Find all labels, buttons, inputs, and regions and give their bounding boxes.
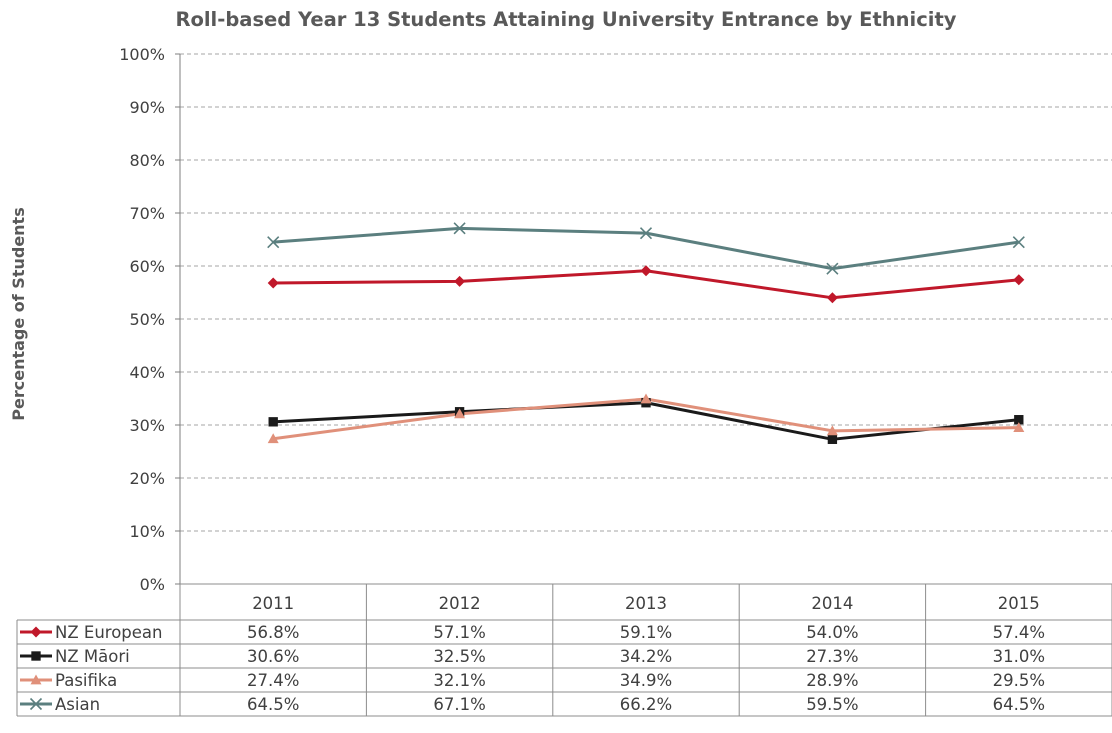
series-line [273, 401, 1019, 441]
legend-marker [31, 651, 41, 661]
data-point [639, 227, 653, 240]
y-tick-label: 70% [129, 204, 165, 223]
data-point [453, 222, 466, 235]
chart-title: Roll-based Year 13 Students Attaining Un… [175, 8, 956, 31]
data-point [1012, 236, 1025, 249]
data-cell: 27.3% [806, 647, 858, 666]
legend-marker [30, 626, 42, 638]
data-point [640, 393, 652, 404]
legend-label: NZ European [55, 623, 162, 642]
data-cell: 28.9% [806, 671, 858, 690]
plot-area [267, 222, 1025, 444]
data-cell: 31.0% [993, 647, 1045, 666]
data-cell: 29.5% [993, 671, 1045, 690]
y-axis-ticks: 0% 10% 20% 30% 40% 50% 60% 70% 80% 90% 100% [119, 45, 180, 594]
x-tick-label: 2014 [811, 594, 853, 613]
data-cell: 30.6% [247, 647, 299, 666]
data-cell: 56.8% [247, 623, 299, 642]
data-point [1014, 415, 1024, 425]
series-line [273, 226, 1020, 271]
x-tick-label: 2012 [439, 594, 481, 613]
data-point [454, 275, 466, 287]
y-tick-label: 80% [129, 151, 165, 170]
y-tick-label: 100% [119, 45, 165, 64]
data-cell: 27.4% [247, 671, 299, 690]
data-table: 2011 2012 2013 2014 2015 NZ European 56.8% 57.1… [16, 583, 1112, 717]
legend-label: Pasifika [55, 671, 117, 690]
x-tick-label: 2013 [625, 594, 667, 613]
data-point [826, 425, 838, 436]
legend-marker [29, 697, 43, 711]
data-point [826, 262, 839, 275]
y-tick-label: 30% [129, 416, 165, 435]
legend-marker [30, 674, 42, 685]
data-cell: 34.9% [620, 671, 672, 690]
y-tick-label: 20% [129, 469, 165, 488]
data-cell: 64.5% [993, 695, 1045, 714]
data-point [454, 408, 466, 419]
data-point [1013, 422, 1025, 433]
data-point [640, 265, 652, 277]
data-point [1013, 274, 1025, 286]
gridlines [180, 53, 1112, 532]
data-cell: 54.0% [806, 623, 858, 642]
y-tick-label: 90% [129, 98, 165, 117]
data-cell: 32.5% [433, 647, 485, 666]
y-tick-label: 0% [140, 575, 165, 594]
data-cell: 66.2% [620, 695, 672, 714]
y-tick-label: 10% [129, 522, 165, 541]
data-point [267, 236, 280, 249]
y-axis-label: Percentage of Students [9, 207, 28, 420]
data-point [267, 433, 279, 444]
data-cell: 67.1% [433, 695, 485, 714]
legend-label: NZ Māori [55, 647, 130, 666]
data-cell: 59.1% [620, 623, 672, 642]
x-tick-label: 2011 [252, 594, 294, 613]
data-point [827, 434, 838, 444]
data-cell: 34.2% [620, 647, 672, 666]
y-tick-label: 60% [129, 257, 165, 276]
data-cell: 59.5% [806, 695, 858, 714]
data-cell: 57.4% [993, 623, 1045, 642]
data-point [267, 277, 279, 289]
x-tick-label: 2015 [998, 594, 1040, 613]
y-tick-label: 50% [129, 310, 165, 329]
y-tick-label: 40% [129, 363, 165, 382]
data-point [826, 292, 838, 304]
data-point [268, 417, 278, 427]
data-cell: 32.1% [433, 671, 485, 690]
legend-label: Asian [55, 695, 100, 714]
data-cell: 57.1% [433, 623, 485, 642]
data-cell: 64.5% [247, 695, 299, 714]
